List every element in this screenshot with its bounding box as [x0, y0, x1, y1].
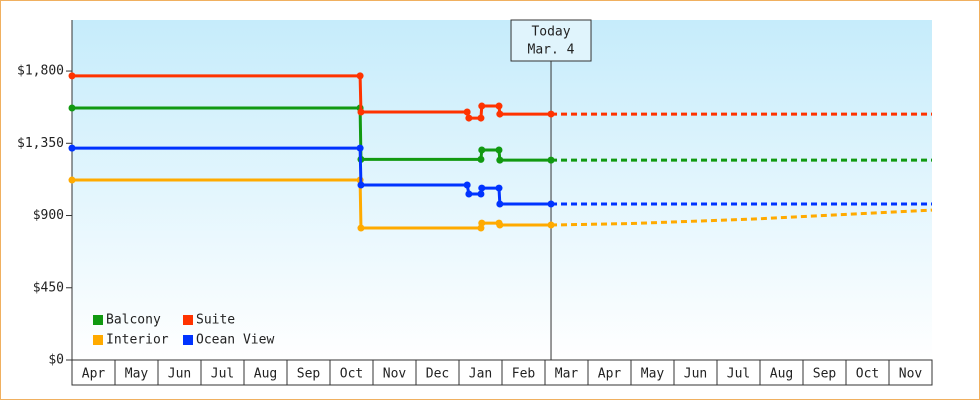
- plot-area: [72, 20, 932, 360]
- point: [495, 146, 503, 154]
- x-tick-label: Jan: [469, 367, 492, 382]
- x-tick-label: Jun: [168, 367, 191, 382]
- point: [478, 102, 486, 110]
- point: [357, 181, 365, 189]
- x-tick-label: Mar: [555, 367, 579, 382]
- point: [478, 146, 486, 154]
- point: [547, 200, 555, 208]
- point: [68, 176, 76, 184]
- x-tick-label: Jul: [727, 367, 750, 382]
- point: [495, 184, 503, 192]
- point: [477, 190, 485, 198]
- point: [478, 219, 486, 227]
- point: [547, 221, 555, 229]
- point: [477, 155, 485, 163]
- x-tick-label: Oct: [340, 367, 363, 382]
- point: [495, 102, 503, 110]
- point: [356, 144, 364, 152]
- point: [496, 221, 504, 229]
- series-line: [72, 74, 552, 120]
- point: [68, 144, 76, 152]
- x-tick-label: Aug: [254, 367, 277, 382]
- series-line: [72, 146, 552, 206]
- x-tick-label: Apr: [82, 367, 106, 382]
- x-tick-label: Feb: [512, 367, 536, 382]
- point: [478, 184, 486, 192]
- y-tick-label: $0: [48, 353, 64, 368]
- point: [357, 108, 365, 116]
- legend-label: Balcony: [106, 313, 161, 328]
- point: [547, 156, 555, 164]
- legend-swatch: [183, 335, 193, 345]
- point: [465, 114, 473, 122]
- point: [68, 72, 76, 80]
- y-tick-label: $900: [33, 208, 64, 223]
- x-tick-label: Nov: [383, 367, 407, 382]
- x-tick-label: Sep: [813, 367, 837, 382]
- legend-swatch: [93, 335, 103, 345]
- point: [357, 224, 365, 232]
- x-tick-label: Nov: [899, 367, 923, 382]
- x-tick-label: May: [125, 367, 149, 382]
- y-tick-label: $450: [33, 280, 64, 295]
- point: [463, 108, 471, 116]
- legend-label: Interior: [106, 333, 169, 348]
- x-tick-label: Aug: [770, 367, 793, 382]
- forecast-line: [550, 208, 933, 227]
- point: [496, 200, 504, 208]
- point: [356, 72, 364, 80]
- point: [496, 110, 504, 118]
- today-label: Today: [531, 25, 570, 40]
- point: [547, 110, 555, 118]
- point: [496, 156, 504, 164]
- y-tick-label: $1,350: [17, 136, 64, 151]
- x-tick-label: Jul: [211, 367, 234, 382]
- x-tick-label: Apr: [598, 367, 622, 382]
- legend-swatch: [93, 315, 103, 325]
- legend-swatch: [183, 315, 193, 325]
- legend-label: Ocean View: [196, 333, 274, 348]
- point: [463, 181, 471, 189]
- point: [68, 104, 76, 112]
- x-tick-label: Jun: [684, 367, 707, 382]
- x-tick-label: May: [641, 367, 665, 382]
- point: [465, 190, 473, 198]
- y-tick-label: $1,800: [17, 64, 64, 79]
- today-label: Mar. 4: [528, 43, 575, 58]
- x-tick-label: Oct: [856, 367, 879, 382]
- x-tick-label: Dec: [426, 367, 449, 382]
- point: [477, 114, 485, 122]
- x-tick-label: Sep: [297, 367, 321, 382]
- today-box: [510, 19, 592, 62]
- legend-label: Suite: [196, 313, 235, 328]
